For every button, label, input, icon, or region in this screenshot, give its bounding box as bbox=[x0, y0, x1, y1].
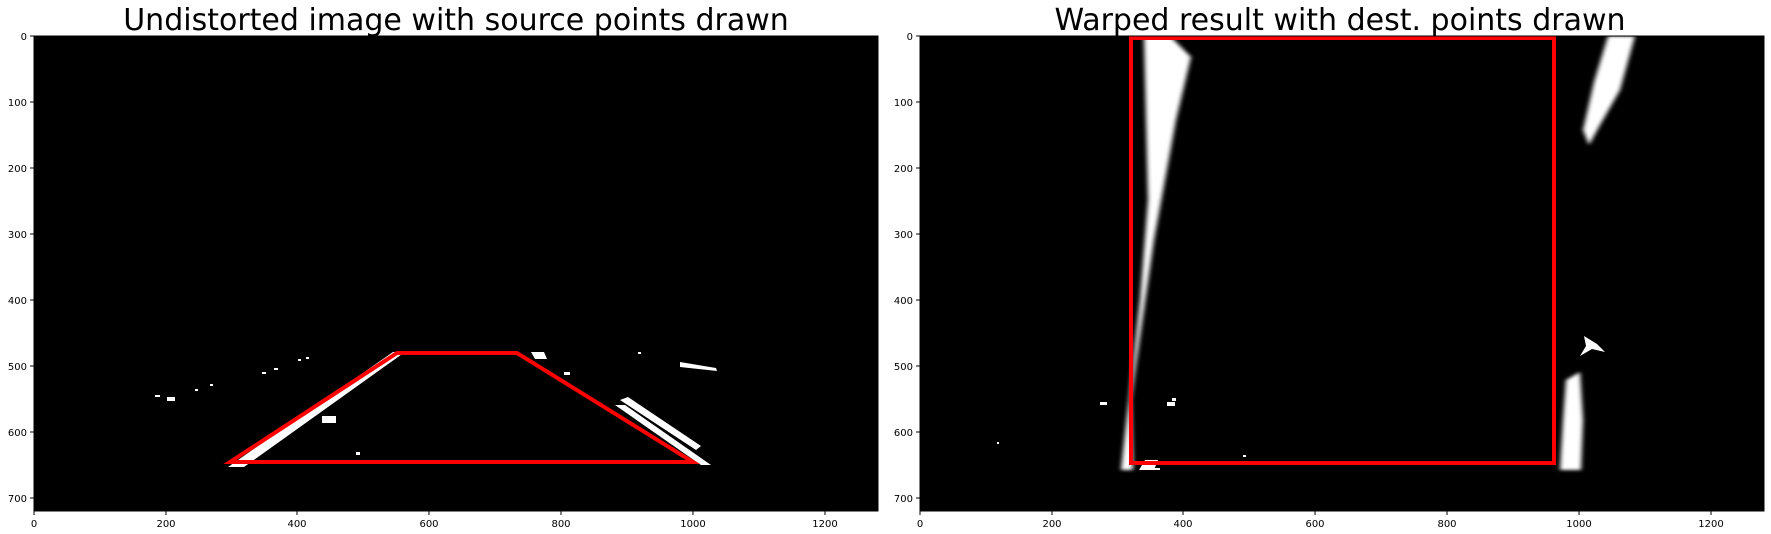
left-panel: Undistorted image with source points dra… bbox=[8, 3, 879, 530]
y-tick-label: 600 bbox=[8, 428, 27, 439]
source-points-trapezoid bbox=[223, 351, 701, 464]
left-tick-marks bbox=[30, 35, 826, 515]
left-axes-frame bbox=[33, 35, 879, 512]
left-lane-markings bbox=[155, 352, 717, 467]
right-lane-markings bbox=[997, 36, 1635, 470]
x-tick-label: 800 bbox=[1437, 519, 1456, 530]
y-tick-label: 300 bbox=[8, 230, 27, 241]
x-tick-label: 0 bbox=[31, 519, 37, 530]
y-tick-label: 0 bbox=[21, 32, 27, 43]
left-image bbox=[34, 36, 878, 511]
y-tick-label: 100 bbox=[894, 98, 913, 109]
x-tick-label: 1200 bbox=[1698, 519, 1723, 530]
y-tick-label: 400 bbox=[8, 296, 27, 307]
y-tick-label: 100 bbox=[8, 98, 27, 109]
y-tick-label: 700 bbox=[8, 494, 27, 505]
x-tick-label: 1000 bbox=[1566, 519, 1591, 530]
x-tick-label: 1000 bbox=[680, 519, 705, 530]
y-tick-label: 500 bbox=[894, 362, 913, 373]
right-image bbox=[920, 36, 1764, 511]
right-x-tick-labels: 0 200 400 600 800 1000 1200 bbox=[917, 519, 1724, 530]
y-tick-label: 400 bbox=[894, 296, 913, 307]
x-tick-label: 600 bbox=[419, 519, 438, 530]
y-tick-label: 200 bbox=[894, 164, 913, 175]
left-x-tick-labels: 0 200 400 600 800 1000 1200 bbox=[31, 519, 838, 530]
x-tick-label: 400 bbox=[1173, 519, 1192, 530]
y-tick-label: 600 bbox=[894, 428, 913, 439]
x-tick-label: 1200 bbox=[812, 519, 837, 530]
y-tick-label: 700 bbox=[894, 494, 913, 505]
y-tick-label: 0 bbox=[907, 32, 913, 43]
right-panel-title: Warped result with dest. points drawn bbox=[1054, 3, 1625, 38]
right-axes-frame bbox=[919, 35, 1765, 512]
right-y-tick-labels: 0 100 200 300 400 500 600 700 bbox=[894, 32, 913, 505]
x-tick-label: 800 bbox=[551, 519, 570, 530]
x-tick-label: 200 bbox=[1042, 519, 1061, 530]
dest-points-rectangle bbox=[1129, 36, 1556, 465]
x-tick-label: 200 bbox=[156, 519, 175, 530]
left-panel-title: Undistorted image with source points dra… bbox=[123, 3, 789, 38]
right-tick-marks bbox=[916, 35, 1712, 515]
right-panel: Warped result with dest. points drawn bbox=[894, 3, 1765, 530]
x-tick-label: 600 bbox=[1305, 519, 1324, 530]
x-tick-label: 0 bbox=[917, 519, 923, 530]
y-tick-label: 300 bbox=[894, 230, 913, 241]
y-tick-label: 500 bbox=[8, 362, 27, 373]
x-tick-label: 400 bbox=[287, 519, 306, 530]
y-tick-label: 200 bbox=[8, 164, 27, 175]
left-y-tick-labels: 0 100 200 300 400 500 600 700 bbox=[8, 32, 27, 505]
